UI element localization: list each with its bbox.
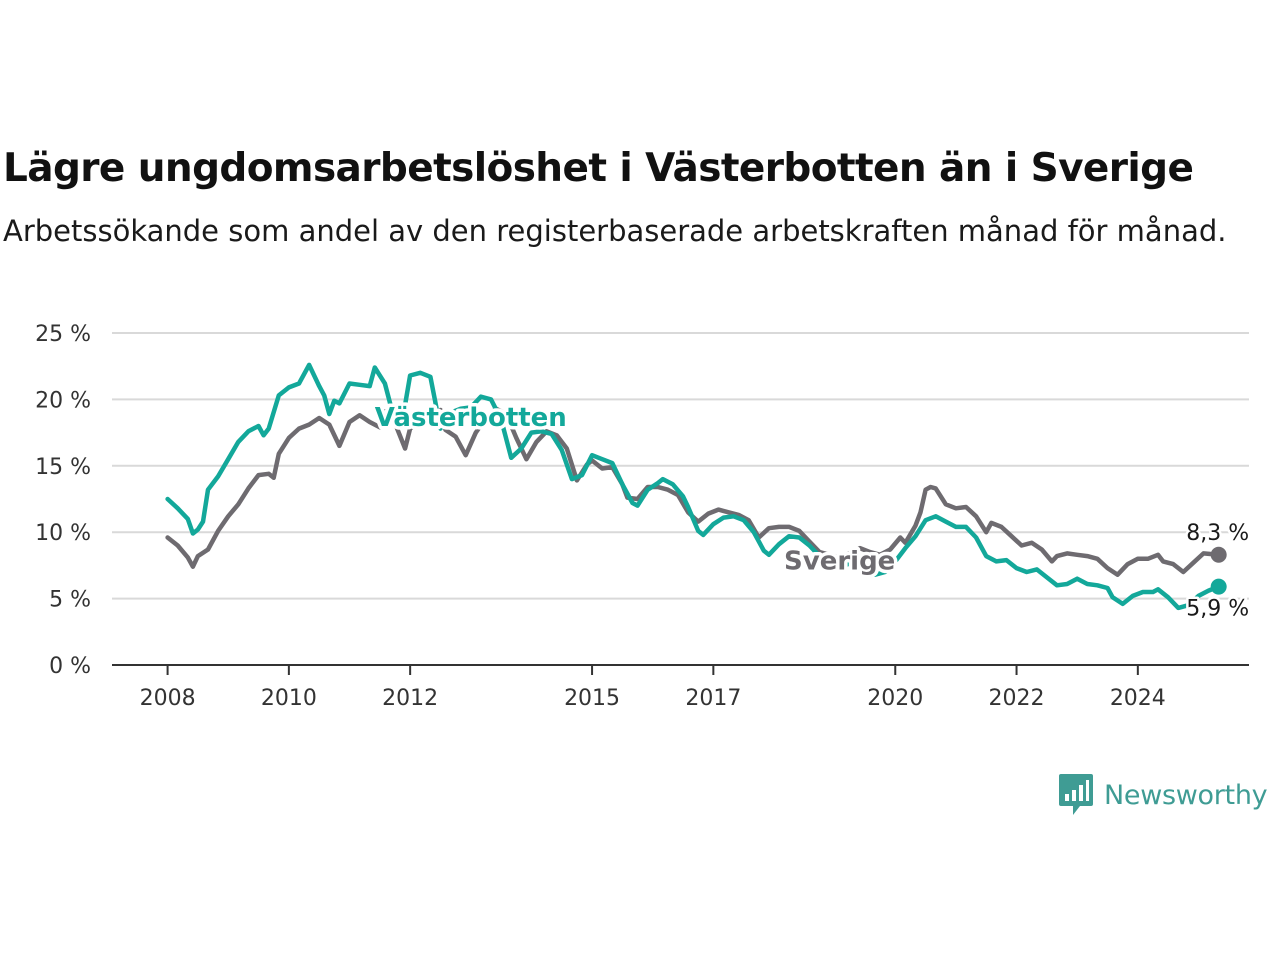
y-axis-ticks: 0 % 5 % 10 % 15 % 20 % 25 % (35, 322, 91, 679)
end-point-sverige (1210, 546, 1227, 563)
y-tick-label: 20 % (35, 388, 91, 413)
end-value-label: 5,9 % (1186, 597, 1249, 622)
x-tick-label: 2017 (685, 686, 741, 711)
chart-subtitle: Arbetssökande som andel av den registerb… (3, 214, 1227, 248)
series-line-västerbotten (165, 362, 1221, 611)
end-point-västerbotten (1210, 578, 1227, 595)
series-line-sverige (165, 406, 1221, 577)
chart-title: Lägre ungdomsarbetslöshet i Västerbotten… (3, 146, 1194, 191)
series-label-sverige: Sverige (784, 546, 895, 576)
newsworthy-logo: Newsworthy (1058, 773, 1268, 817)
y-tick-label: 10 % (35, 521, 91, 546)
x-tick-label: 2024 (1110, 686, 1166, 711)
x-tick-label: 2015 (564, 686, 620, 711)
y-tick-label: 5 % (49, 588, 91, 613)
x-tick-label: 2010 (261, 686, 317, 711)
x-tick-label: 2008 (140, 686, 196, 711)
y-tick-label: 25 % (35, 322, 91, 347)
series-label-västerbotten: Västerbotten (375, 403, 567, 433)
y-tick-label: 15 % (35, 455, 91, 480)
series-labels: 5,9 % 8,3 % Västerbotten Sverige (371, 399, 1251, 624)
x-tick-label: 2020 (867, 686, 923, 711)
bar-chart-icon (1059, 774, 1093, 815)
y-tick-label: 0 % (49, 654, 91, 679)
grid-lines (112, 332, 1249, 600)
series-lines (165, 362, 1221, 611)
end-value-label: 8,3 % (1186, 521, 1249, 546)
brand-name: Newsworthy (1104, 779, 1268, 811)
x-axis-ticks: 2008 2010 2012 2015 2017 2020 2022 2024 (140, 665, 1166, 711)
x-tick-label: 2012 (382, 686, 438, 711)
x-tick-label: 2022 (989, 686, 1045, 711)
